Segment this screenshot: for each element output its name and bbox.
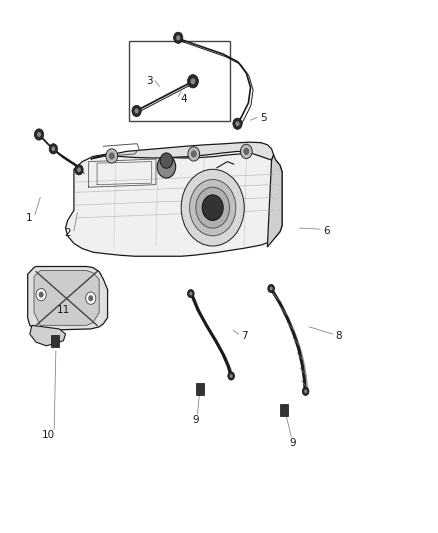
Text: 9: 9 — [193, 415, 199, 425]
Circle shape — [75, 165, 83, 175]
Circle shape — [302, 387, 309, 395]
Circle shape — [270, 287, 272, 290]
Text: 10: 10 — [42, 430, 55, 440]
Polygon shape — [267, 155, 282, 247]
Polygon shape — [91, 142, 274, 160]
Text: 8: 8 — [336, 330, 342, 341]
Circle shape — [304, 390, 307, 393]
Bar — [129, 42, 230, 120]
Circle shape — [202, 195, 223, 221]
Circle shape — [176, 35, 180, 41]
Circle shape — [187, 75, 198, 88]
Circle shape — [240, 144, 252, 158]
Circle shape — [189, 292, 192, 295]
Text: 5: 5 — [260, 113, 266, 123]
Circle shape — [49, 144, 57, 154]
Circle shape — [233, 118, 242, 130]
Circle shape — [235, 121, 240, 126]
Circle shape — [228, 372, 235, 380]
Bar — [196, 383, 204, 395]
Circle shape — [230, 374, 233, 378]
Text: 3: 3 — [146, 76, 153, 86]
Circle shape — [51, 147, 55, 151]
Circle shape — [157, 156, 176, 178]
Circle shape — [173, 32, 183, 43]
Circle shape — [86, 292, 96, 304]
Text: 1: 1 — [26, 213, 32, 223]
Polygon shape — [34, 271, 99, 325]
Circle shape — [88, 295, 93, 301]
Circle shape — [132, 106, 141, 117]
Circle shape — [160, 153, 173, 168]
Circle shape — [77, 167, 81, 172]
Circle shape — [106, 149, 118, 163]
Circle shape — [39, 292, 44, 298]
Circle shape — [191, 150, 197, 158]
Polygon shape — [66, 153, 282, 256]
Circle shape — [37, 132, 41, 137]
Circle shape — [190, 180, 236, 236]
Circle shape — [181, 169, 244, 246]
Circle shape — [36, 288, 46, 301]
Text: 11: 11 — [57, 305, 70, 315]
Text: 2: 2 — [64, 228, 71, 238]
Circle shape — [187, 289, 194, 298]
Circle shape — [134, 108, 139, 114]
Text: 9: 9 — [289, 438, 296, 448]
Polygon shape — [30, 325, 66, 346]
Bar — [51, 335, 59, 346]
Circle shape — [35, 129, 44, 140]
Polygon shape — [28, 266, 108, 330]
Text: 4: 4 — [180, 94, 187, 104]
Text: 7: 7 — [241, 330, 247, 341]
Circle shape — [244, 148, 249, 155]
Circle shape — [188, 147, 200, 161]
Circle shape — [109, 152, 115, 159]
Circle shape — [196, 187, 230, 228]
Bar — [280, 404, 288, 416]
Text: 6: 6 — [323, 225, 329, 236]
Circle shape — [191, 78, 195, 84]
Circle shape — [268, 285, 275, 293]
